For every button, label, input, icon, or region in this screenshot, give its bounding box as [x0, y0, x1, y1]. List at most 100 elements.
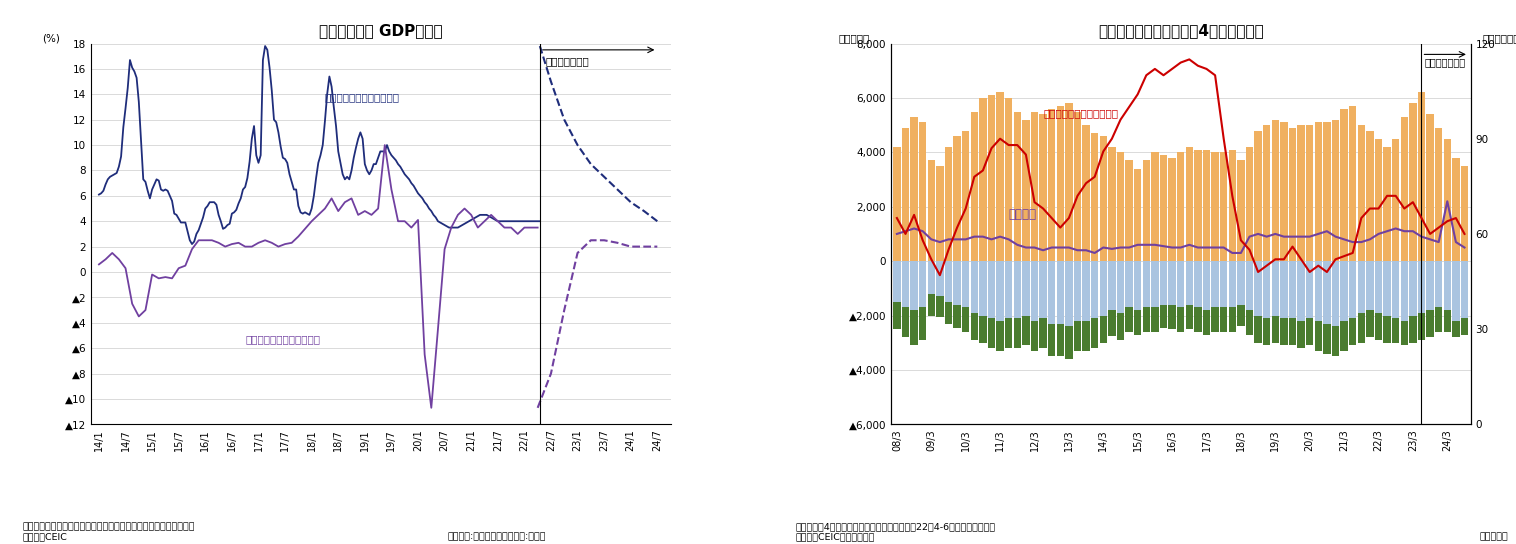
Bar: [919, 122, 926, 261]
Bar: [1211, 261, 1219, 307]
Bar: [1202, 261, 1210, 310]
Bar: [1211, 152, 1219, 261]
Bar: [944, 302, 952, 324]
Bar: [893, 261, 901, 302]
Bar: [1410, 316, 1416, 343]
Bar: [1333, 261, 1339, 326]
Bar: [1443, 139, 1451, 261]
Text: インフレ率（前年同月比）: インフレ率（前年同月比）: [324, 92, 400, 103]
Text: （成長率:四半期、インフレ率:月次）: （成長率:四半期、インフレ率:月次）: [447, 532, 546, 541]
Bar: [1195, 261, 1202, 307]
Bar: [1375, 313, 1383, 340]
Bar: [1220, 152, 1228, 261]
Bar: [970, 261, 978, 313]
Bar: [1366, 131, 1373, 261]
Bar: [1436, 307, 1442, 332]
Bar: [1022, 316, 1029, 345]
Bar: [1401, 117, 1408, 261]
Text: (%): (%): [42, 34, 59, 44]
Bar: [1340, 109, 1348, 261]
Bar: [911, 310, 917, 345]
Bar: [893, 147, 901, 261]
Bar: [1366, 310, 1373, 337]
Bar: [979, 98, 987, 261]
Bar: [1073, 321, 1081, 351]
Bar: [1375, 261, 1383, 313]
Bar: [1358, 261, 1364, 313]
Bar: [1410, 103, 1416, 261]
Bar: [1040, 114, 1046, 261]
Bar: [1143, 261, 1151, 307]
Bar: [1384, 316, 1390, 343]
Bar: [1186, 147, 1193, 261]
Bar: [1323, 261, 1331, 324]
Bar: [1366, 261, 1373, 310]
Bar: [954, 305, 961, 327]
Bar: [1082, 125, 1090, 261]
Bar: [996, 92, 1004, 261]
Bar: [1280, 318, 1287, 345]
Bar: [1040, 318, 1046, 348]
Bar: [1092, 261, 1099, 318]
Bar: [1392, 139, 1399, 261]
Bar: [1143, 160, 1151, 261]
Bar: [1323, 122, 1331, 261]
Bar: [1314, 122, 1322, 261]
Text: （四半期）: （四半期）: [1480, 532, 1508, 541]
Bar: [1099, 316, 1107, 343]
Bar: [1031, 321, 1038, 351]
Bar: [1272, 316, 1280, 343]
Bar: [1237, 305, 1245, 326]
Bar: [954, 261, 961, 305]
Bar: [1417, 92, 1425, 261]
Bar: [1289, 128, 1296, 261]
Bar: [1014, 112, 1020, 261]
Bar: [1323, 324, 1331, 354]
Bar: [970, 112, 978, 261]
Bar: [1108, 261, 1116, 310]
Bar: [937, 296, 943, 317]
Bar: [1272, 261, 1280, 316]
Bar: [1186, 261, 1193, 305]
Title: ロシアの経常収支（後方4四半期合計）: ロシアの経常収支（後方4四半期合計）: [1098, 23, 1263, 38]
Bar: [1108, 310, 1116, 336]
Bar: [1143, 307, 1151, 332]
Bar: [1117, 261, 1125, 313]
Bar: [1057, 261, 1064, 324]
Bar: [1073, 112, 1081, 261]
Bar: [1314, 261, 1322, 321]
Bar: [1298, 321, 1305, 348]
Bar: [1237, 261, 1245, 305]
Bar: [1220, 307, 1228, 332]
Bar: [1040, 261, 1046, 318]
Bar: [1314, 321, 1322, 351]
Bar: [1151, 152, 1158, 261]
Bar: [911, 117, 917, 261]
Bar: [1246, 147, 1254, 261]
Bar: [937, 261, 943, 296]
Bar: [1195, 307, 1202, 332]
Bar: [1176, 307, 1184, 332]
Bar: [1307, 318, 1313, 345]
Bar: [1333, 326, 1339, 356]
Bar: [1092, 133, 1099, 261]
Text: ロシア中銀予測: ロシア中銀予測: [1424, 57, 1464, 67]
Bar: [937, 166, 943, 261]
Bar: [1031, 112, 1038, 261]
Text: （注）点線はロシア中銀のベースライン見通し（レンジの平均値）
（資料）CEIC: （注）点線はロシア中銀のベースライン見通し（レンジの平均値） （資料）CEIC: [23, 522, 196, 541]
Bar: [1443, 261, 1451, 310]
Bar: [1005, 318, 1013, 348]
Bar: [1427, 261, 1434, 310]
Bar: [1125, 307, 1132, 332]
Bar: [1176, 152, 1184, 261]
Bar: [1375, 139, 1383, 261]
Bar: [1169, 261, 1176, 305]
Bar: [1427, 310, 1434, 337]
Bar: [1340, 321, 1348, 351]
Bar: [1014, 261, 1020, 318]
Bar: [1417, 261, 1425, 313]
Bar: [1436, 261, 1442, 307]
Bar: [928, 294, 935, 316]
Bar: [1134, 169, 1142, 261]
Bar: [1073, 261, 1081, 321]
